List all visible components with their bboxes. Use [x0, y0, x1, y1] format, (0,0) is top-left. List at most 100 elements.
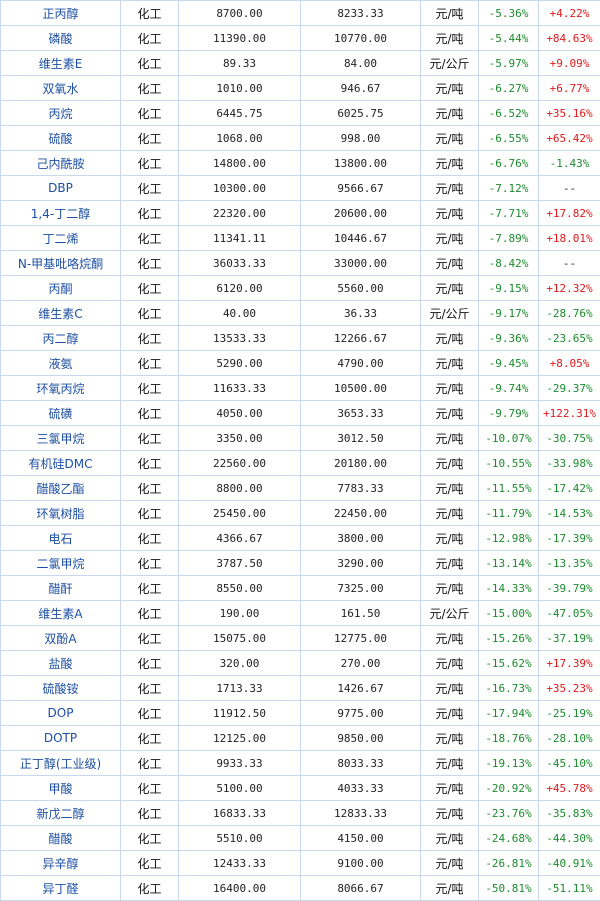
unit-cell: 元/吨: [420, 750, 479, 776]
commodity-name-link[interactable]: 正丙醇: [0, 0, 121, 26]
change-percent-cell: -7.71%: [478, 200, 539, 226]
unit-cell: 元/吨: [420, 825, 479, 851]
change-percent-cell: -7.12%: [478, 175, 539, 201]
table-row: 有机硅DMC 化工 22560.00 20180.00 元/吨 -10.55% -33.98…: [0, 450, 600, 476]
commodity-name-link[interactable]: 环氧丙烷: [0, 375, 121, 401]
sector-cell: 化工: [120, 550, 179, 576]
sector-cell: 化工: [120, 375, 179, 401]
commodity-name-link[interactable]: 己内酰胺: [0, 150, 121, 176]
price-previous-cell: 3350.00: [178, 425, 301, 451]
table-row: 己内酰胺 化工 14800.00 13800.00 元/吨 -6.76% -1.43%: [0, 150, 600, 176]
commodity-name-link[interactable]: 异辛醇: [0, 850, 121, 876]
change-percent-cell: -6.76%: [478, 150, 539, 176]
yoy-percent-cell: +84.63%: [538, 25, 600, 51]
price-current-cell: 3012.50: [300, 425, 421, 451]
commodity-name-link[interactable]: N-甲基吡咯烷酮: [0, 250, 121, 276]
price-previous-cell: 10300.00: [178, 175, 301, 201]
price-previous-cell: 11912.50: [178, 700, 301, 726]
change-percent-cell: -5.36%: [478, 0, 539, 26]
commodity-name-link[interactable]: 磷酸: [0, 25, 121, 51]
commodity-name-link[interactable]: 维生素E: [0, 50, 121, 76]
commodity-name-link[interactable]: 正丁醇(工业级): [0, 750, 121, 776]
commodity-name-link[interactable]: 维生素C: [0, 300, 121, 326]
sector-cell: 化工: [120, 250, 179, 276]
table-row: 硫磺 化工 4050.00 3653.33 元/吨 -9.79% +122.31%: [0, 400, 600, 426]
unit-cell: 元/公斤: [420, 50, 479, 76]
commodity-name-link[interactable]: 丁二烯: [0, 225, 121, 251]
unit-cell: 元/吨: [420, 275, 479, 301]
change-percent-cell: -5.97%: [478, 50, 539, 76]
price-current-cell: 4033.33: [300, 775, 421, 801]
table-row: 双氧水 化工 1010.00 946.67 元/吨 -6.27% +6.77%: [0, 75, 600, 101]
commodity-name-link[interactable]: 丙二醇: [0, 325, 121, 351]
commodity-name-link[interactable]: 异丁醛: [0, 875, 121, 901]
unit-cell: 元/吨: [420, 25, 479, 51]
table-row: 盐酸 化工 320.00 270.00 元/吨 -15.62% +17.39%: [0, 650, 600, 676]
price-current-cell: 6025.75: [300, 100, 421, 126]
change-percent-cell: -10.55%: [478, 450, 539, 476]
commodity-name-link[interactable]: 1,4-丁二醇: [0, 200, 121, 226]
commodity-name-link[interactable]: 环氧树脂: [0, 500, 121, 526]
unit-cell: 元/吨: [420, 850, 479, 876]
change-percent-cell: -24.68%: [478, 825, 539, 851]
table-row: 硫酸 化工 1068.00 998.00 元/吨 -6.55% +65.42%: [0, 125, 600, 151]
commodity-name-link[interactable]: 醋酸: [0, 825, 121, 851]
price-previous-cell: 11341.11: [178, 225, 301, 251]
commodity-name-link[interactable]: 醋酐: [0, 575, 121, 601]
price-previous-cell: 320.00: [178, 650, 301, 676]
sector-cell: 化工: [120, 175, 179, 201]
commodity-name-link[interactable]: 盐酸: [0, 650, 121, 676]
table-row: 电石 化工 4366.67 3800.00 元/吨 -12.98% -17.39%: [0, 525, 600, 551]
price-current-cell: 13800.00: [300, 150, 421, 176]
commodity-name-link[interactable]: 丙烷: [0, 100, 121, 126]
table-row: 正丙醇 化工 8700.00 8233.33 元/吨 -5.36% +4.22%: [0, 0, 600, 26]
price-previous-cell: 4050.00: [178, 400, 301, 426]
price-current-cell: 33000.00: [300, 250, 421, 276]
price-current-cell: 12833.33: [300, 800, 421, 826]
sector-cell: 化工: [120, 500, 179, 526]
sector-cell: 化工: [120, 575, 179, 601]
unit-cell: 元/吨: [420, 775, 479, 801]
commodity-name-link[interactable]: 双酚A: [0, 625, 121, 651]
commodity-name-link[interactable]: 甲酸: [0, 775, 121, 801]
unit-cell: 元/吨: [420, 325, 479, 351]
table-row: 环氧树脂 化工 25450.00 22450.00 元/吨 -11.79% -14.53%: [0, 500, 600, 526]
commodity-name-link[interactable]: DBP: [0, 175, 121, 201]
sector-cell: 化工: [120, 50, 179, 76]
price-current-cell: 10446.67: [300, 225, 421, 251]
commodity-name-link[interactable]: DOP: [0, 700, 121, 726]
commodity-name-link[interactable]: 有机硅DMC: [0, 450, 121, 476]
table-row: 新戊二醇 化工 16833.33 12833.33 元/吨 -23.76% -35.83%: [0, 800, 600, 826]
price-current-cell: 3653.33: [300, 400, 421, 426]
table-row: 正丁醇(工业级) 化工 9933.33 8033.33 元/吨 -19.13% -45.10…: [0, 750, 600, 776]
commodity-name-link[interactable]: 双氧水: [0, 75, 121, 101]
commodity-name-link[interactable]: 丙酮: [0, 275, 121, 301]
price-current-cell: 946.67: [300, 75, 421, 101]
sector-cell: 化工: [120, 825, 179, 851]
change-percent-cell: -9.15%: [478, 275, 539, 301]
yoy-percent-cell: +8.05%: [538, 350, 600, 376]
price-current-cell: 8066.67: [300, 875, 421, 901]
commodity-name-link[interactable]: 醋酸乙酯: [0, 475, 121, 501]
table-row: 硫酸铵 化工 1713.33 1426.67 元/吨 -16.73% +35.23%: [0, 675, 600, 701]
change-percent-cell: -20.92%: [478, 775, 539, 801]
change-percent-cell: -14.33%: [478, 575, 539, 601]
commodity-name-link[interactable]: 硫酸: [0, 125, 121, 151]
table-row: 1,4-丁二醇 化工 22320.00 20600.00 元/吨 -7.71% +17.82…: [0, 200, 600, 226]
commodity-name-link[interactable]: 维生素A: [0, 600, 121, 626]
commodity-name-link[interactable]: DOTP: [0, 725, 121, 751]
commodity-name-link[interactable]: 硫酸铵: [0, 675, 121, 701]
commodity-name-link[interactable]: 电石: [0, 525, 121, 551]
commodity-name-link[interactable]: 二氯甲烷: [0, 550, 121, 576]
commodity-name-link[interactable]: 新戊二醇: [0, 800, 121, 826]
yoy-percent-cell: +35.16%: [538, 100, 600, 126]
commodity-name-link[interactable]: 三氯甲烷: [0, 425, 121, 451]
price-previous-cell: 8700.00: [178, 0, 301, 26]
commodity-name-link[interactable]: 硫磺: [0, 400, 121, 426]
table-row: 维生素E 化工 89.33 84.00 元/公斤 -5.97% +9.09%: [0, 50, 600, 76]
price-current-cell: 12775.00: [300, 625, 421, 651]
commodity-name-link[interactable]: 液氨: [0, 350, 121, 376]
change-percent-cell: -26.81%: [478, 850, 539, 876]
price-previous-cell: 11633.33: [178, 375, 301, 401]
unit-cell: 元/吨: [420, 125, 479, 151]
